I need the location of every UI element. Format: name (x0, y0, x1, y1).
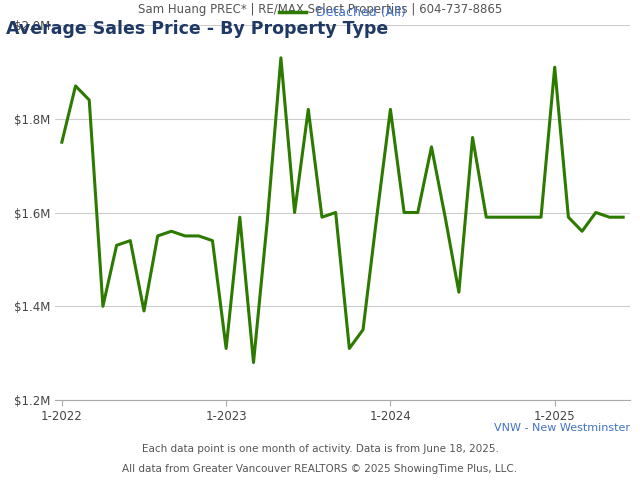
Text: All data from Greater Vancouver REALTORS © 2025 ShowingTime Plus, LLC.: All data from Greater Vancouver REALTORS… (122, 464, 518, 474)
Text: VNW - New Westminster: VNW - New Westminster (494, 423, 630, 433)
Legend: Detached (All): Detached (All) (274, 1, 411, 24)
Text: Sam Huang PREC* | RE/MAX Select Properties | 604-737-8865: Sam Huang PREC* | RE/MAX Select Properti… (138, 2, 502, 15)
Text: Average Sales Price - By Property Type: Average Sales Price - By Property Type (6, 20, 388, 38)
Text: Each data point is one month of activity. Data is from June 18, 2025.: Each data point is one month of activity… (141, 444, 499, 454)
